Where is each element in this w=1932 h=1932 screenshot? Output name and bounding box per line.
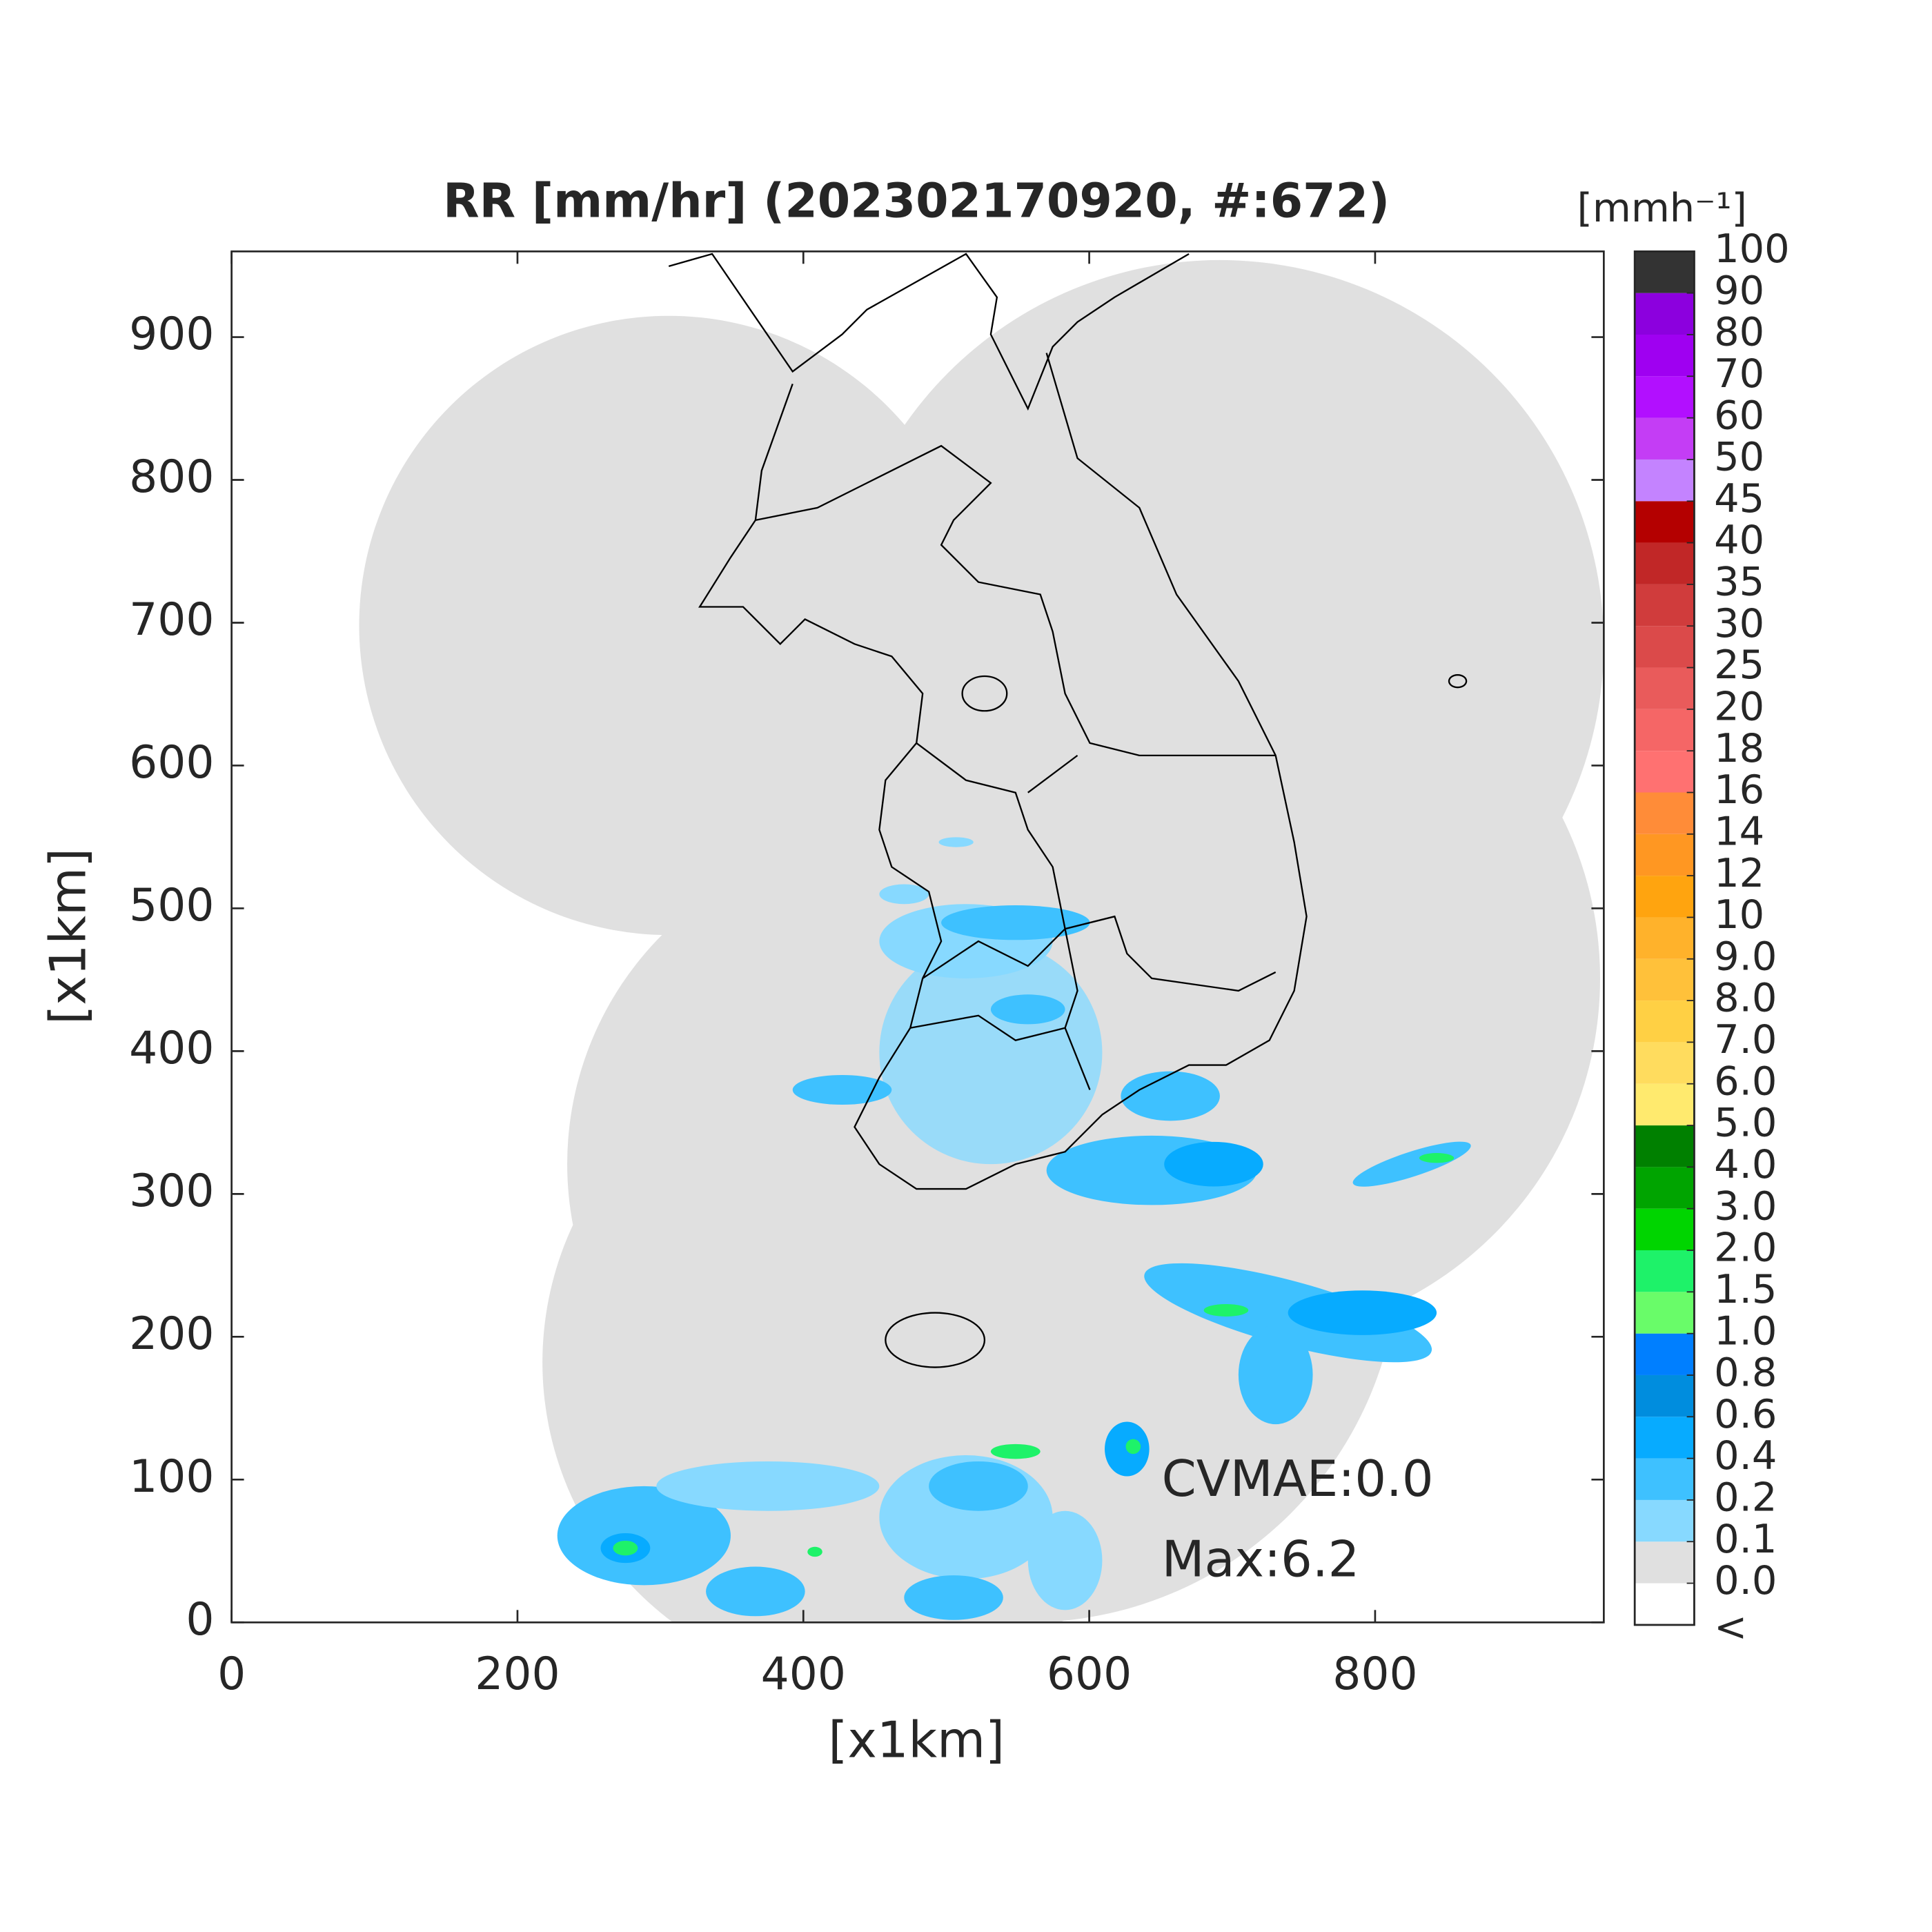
colorbar-band [1635,1458,1695,1500]
colorbar-band [1635,876,1695,918]
x-tick-label: 600 [1047,1648,1132,1700]
colorbar-tick-label: 25 [1714,642,1764,688]
x-tick-label: 0 [217,1648,246,1700]
colorbar-tick-label: 20 [1714,683,1764,729]
colorbar-tick-label: 0.8 [1714,1350,1777,1396]
colorbar-band [1635,667,1695,709]
colorbar-tick-label: 0.2 [1714,1475,1777,1521]
colorbar-band [1635,1417,1695,1459]
axes-box [230,250,1605,1624]
chart-title: RR [mm/hr] (202302170920, #:672) [443,175,1390,229]
colorbar-band [1635,834,1695,876]
colorbar-band [1635,251,1695,293]
colorbar-tick-label: 2.0 [1714,1225,1777,1271]
colorbar-tick-label: 100 [1714,226,1790,272]
colorbar-tick-label: 35 [1714,559,1764,605]
colorbar-tick-label: 80 [1714,309,1764,355]
colorbar-band [1635,1499,1695,1542]
colorbar-tick-label: 0.0 [1714,1557,1777,1604]
colorbar-band [1635,1000,1695,1043]
colorbar-band [1635,1541,1695,1584]
colorbar-band [1635,501,1695,543]
colorbar-tick-label: 1.5 [1714,1266,1777,1312]
colorbar-band [1635,417,1695,460]
colorbar-band [1635,459,1695,502]
colorbar-tick-label: 0.6 [1714,1391,1777,1437]
colorbar-tick-label: 6.0 [1714,1058,1777,1104]
annotation: Max:6.2 [1162,1530,1360,1588]
colorbar-band [1635,1250,1695,1292]
colorbar-band [1635,626,1695,668]
colorbar-band [1635,709,1695,751]
y-tick-label: 0 [186,1594,214,1646]
colorbar-title: [mmh⁻¹] [1577,185,1747,231]
colorbar-tick-label: 4.0 [1714,1141,1777,1187]
colorbar-tick-label: 1.0 [1714,1308,1777,1354]
colorbar-band [1635,1208,1695,1251]
colorbar-tick-label: 0.1 [1714,1516,1777,1562]
colorbar-frame [1633,250,1695,1626]
colorbar-band [1635,792,1695,834]
y-tick-label: 300 [129,1165,214,1217]
colorbar-tick-label: 16 [1714,767,1764,813]
colorbar-band [1635,917,1695,959]
colorbar-under-label: < [1714,1604,1747,1650]
colorbar-tick-label: 3.0 [1714,1183,1777,1229]
colorbar-tick-label: 45 [1714,475,1764,522]
y-tick-label: 200 [129,1308,214,1360]
colorbar-tick-label: 40 [1714,517,1764,563]
y-tick-label: 800 [129,451,214,503]
colorbar-tick-label: 30 [1714,600,1764,647]
map-layer [359,253,1604,1623]
colorbar-band [1635,751,1695,793]
y-tick-label: 400 [129,1023,214,1074]
colorbar-band [1635,584,1695,627]
x-tick-label: 800 [1332,1648,1417,1700]
colorbar-tick-label: 50 [1714,434,1764,480]
colorbar-tick-label: 18 [1714,725,1764,771]
colorbar-band [1635,334,1695,377]
y-tick-label: 100 [129,1451,214,1503]
colorbar-band [1635,1374,1695,1417]
coastline [668,253,1468,1368]
y-tick-label: 600 [129,737,214,789]
annotation: CVMAE:0.0 [1162,1450,1434,1508]
y-tick-label: 900 [129,308,214,360]
x-tick-label: 200 [475,1648,560,1700]
colorbar-tick-label: 14 [1714,808,1764,854]
colorbar-tick-label: 9.0 [1714,933,1777,979]
colorbar-band [1635,293,1695,335]
y-tick-label: 500 [129,880,214,931]
colorbar-band [1635,542,1695,584]
colorbar-band [1635,1083,1695,1126]
colorbar-tick-label: 12 [1714,850,1764,896]
colorbar-band [1635,958,1695,1001]
colorbar-tick-label: 8.0 [1714,975,1777,1021]
colorbar-band [1635,376,1695,418]
colorbar-tick-label: 0.4 [1714,1432,1777,1479]
colorbar-tick-label: 5.0 [1714,1100,1777,1146]
colorbar-tick-label: 90 [1714,267,1764,313]
y-axis-label: [x1km] [39,848,97,1025]
x-axis-label: [x1km] [828,1711,1005,1769]
colorbar-tick-label: 10 [1714,891,1764,938]
x-tick-label: 400 [761,1648,846,1700]
colorbar-tick-label: 70 [1714,351,1764,397]
colorbar-tick-label: 60 [1714,392,1764,438]
rain-cells [557,837,1471,1620]
colorbar-tick-label: 7.0 [1714,1016,1777,1063]
colorbar-band [1635,1167,1695,1209]
y-tick-label: 700 [129,594,214,646]
colorbar-band [1635,1042,1695,1084]
colorbar-band [1635,1125,1695,1167]
colorbar-under [1635,1583,1695,1625]
colorbar-band [1635,1333,1695,1375]
colorbar-band [1635,1292,1695,1334]
